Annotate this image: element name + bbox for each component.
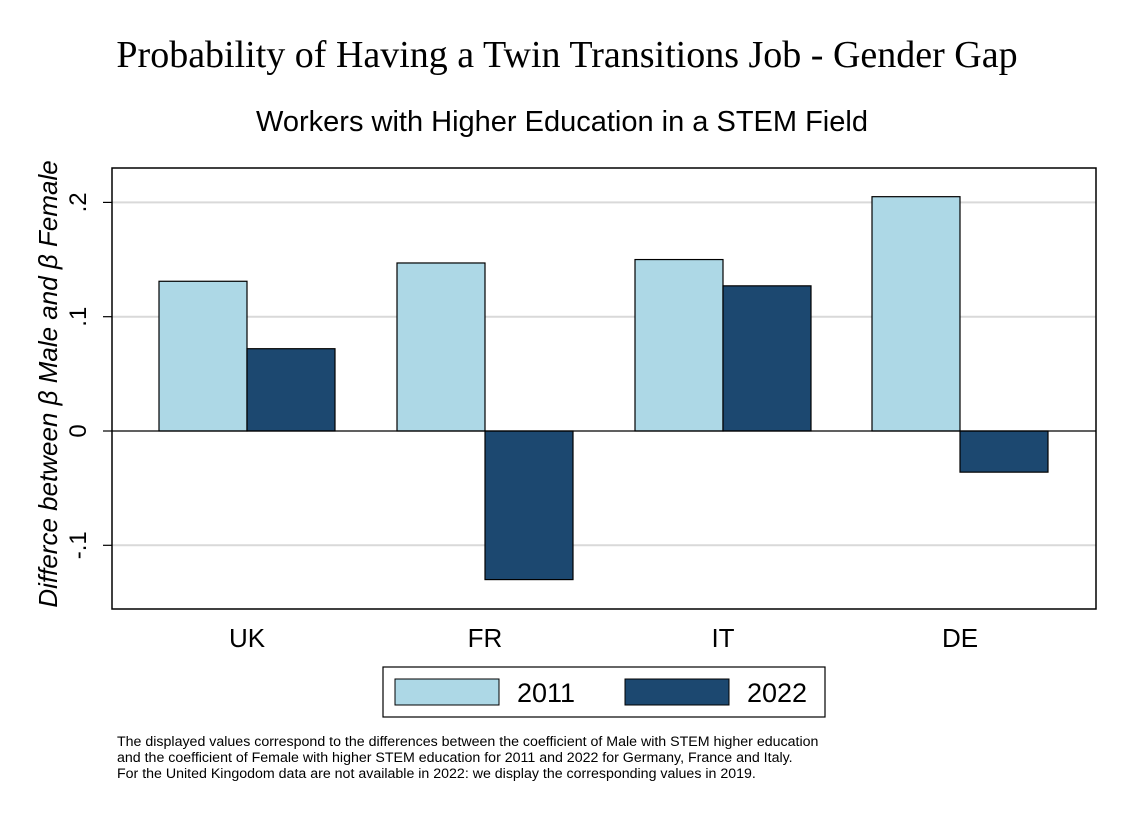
legend-swatch-2022 [624, 678, 730, 706]
x-category-label: UK [229, 623, 266, 653]
y-axis-ticks: -.1 0 .1 .2 [65, 192, 112, 559]
y-tick-label: .1 [65, 307, 92, 327]
legend-label-2022: 2022 [747, 678, 807, 708]
bar-fr-2022 [484, 430, 574, 581]
bars [158, 196, 1049, 581]
bar-de-2022 [959, 430, 1049, 473]
footnote-line-1: The displayed values correspond to the d… [117, 734, 819, 750]
bar-it-2022 [722, 285, 812, 432]
footnote-line-2: and the coefficient of Female with highe… [117, 750, 793, 766]
legend-swatch-2011 [394, 678, 500, 706]
x-category-label: IT [711, 623, 734, 653]
bar-uk-2022 [246, 348, 336, 432]
bar-de-2011 [871, 196, 961, 432]
chart-title: Probability of Having a Twin Transitions… [116, 34, 1017, 76]
bar-fr-2011 [396, 262, 486, 432]
bar-it-2011 [634, 258, 724, 432]
legend: 2011 2022 [382, 666, 826, 718]
y-tick-label: 0 [65, 424, 92, 437]
x-category-label: DE [942, 623, 978, 653]
plot-frame [111, 167, 1097, 610]
chart-subtitle: Workers with Higher Education in a STEM … [256, 106, 868, 138]
bar-uk-2011 [158, 280, 248, 432]
x-category-label: FR [468, 623, 503, 653]
x-axis-categories: UK FR IT DE [229, 623, 978, 653]
footnote: The displayed values correspond to the d… [117, 734, 1017, 782]
footnote-line-3: For the United Kingodom data are not ava… [117, 766, 756, 782]
y-axis-label: Differce between β Male and β Female [33, 160, 63, 607]
y-tick-label: .2 [65, 192, 92, 212]
y-tick-label: -.1 [65, 531, 92, 559]
legend-label-2011: 2011 [517, 678, 575, 708]
